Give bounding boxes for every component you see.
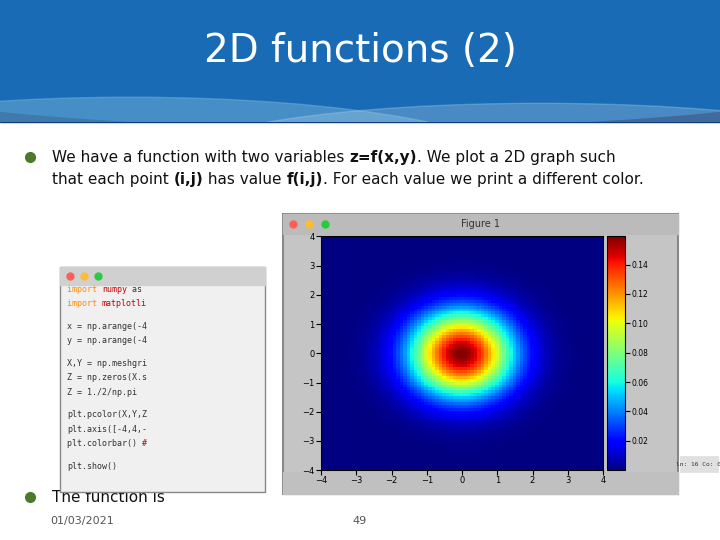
Text: plt.show(): plt.show() <box>67 462 117 471</box>
Text: #: # <box>142 439 147 448</box>
Bar <box>60 267 265 285</box>
Ellipse shape <box>0 97 526 243</box>
Ellipse shape <box>180 103 720 213</box>
Text: that each point: that each point <box>52 172 174 187</box>
Text: x = np.arange(-4: x = np.arange(-4 <box>67 322 147 331</box>
Text: numpy: numpy <box>102 285 127 294</box>
Text: X,Y = np.meshgri: X,Y = np.meshgri <box>67 359 147 368</box>
Text: (i,j): (i,j) <box>174 172 203 187</box>
Text: as: as <box>127 285 142 294</box>
Text: 2D functions (2): 2D functions (2) <box>204 32 516 70</box>
Text: 01/03/2021: 01/03/2021 <box>50 516 114 526</box>
FancyBboxPatch shape <box>60 267 265 492</box>
Text: import: import <box>67 285 102 294</box>
Bar <box>283 214 678 234</box>
Text: plt.axis([-4,4,-: plt.axis([-4,4,- <box>67 424 147 434</box>
Bar <box>283 214 678 494</box>
Text: Z = np.zeros(X.s: Z = np.zeros(X.s <box>67 373 147 382</box>
Text: plt.colorbar(): plt.colorbar() <box>67 439 142 448</box>
Ellipse shape <box>0 0 720 127</box>
Text: Z = 1./2/np.pi: Z = 1./2/np.pi <box>67 388 137 397</box>
Text: . We plot a 2D graph such: . We plot a 2D graph such <box>417 150 616 165</box>
Text: import: import <box>67 299 102 308</box>
Text: y = np.arange(-4: y = np.arange(-4 <box>67 336 147 345</box>
Bar <box>680 456 718 472</box>
Text: z=f(x,y): z=f(x,y) <box>349 150 417 165</box>
Text: matplotli: matplotli <box>102 299 147 308</box>
Text: . For each value we print a different color.: . For each value we print a different co… <box>323 172 644 187</box>
Bar <box>283 472 678 494</box>
Text: 49: 49 <box>353 516 367 526</box>
Text: The function is: The function is <box>52 490 165 505</box>
Text: ln: 16 Co: 0: ln: 16 Co: 0 <box>677 462 720 467</box>
Text: plt.pcolor(X,Y,Z: plt.pcolor(X,Y,Z <box>67 410 147 419</box>
Text: f(i,j): f(i,j) <box>287 172 323 187</box>
Text: Figure 1: Figure 1 <box>461 219 500 230</box>
Text: has value: has value <box>203 172 287 187</box>
Text: We have a function with two variables: We have a function with two variables <box>52 150 349 165</box>
